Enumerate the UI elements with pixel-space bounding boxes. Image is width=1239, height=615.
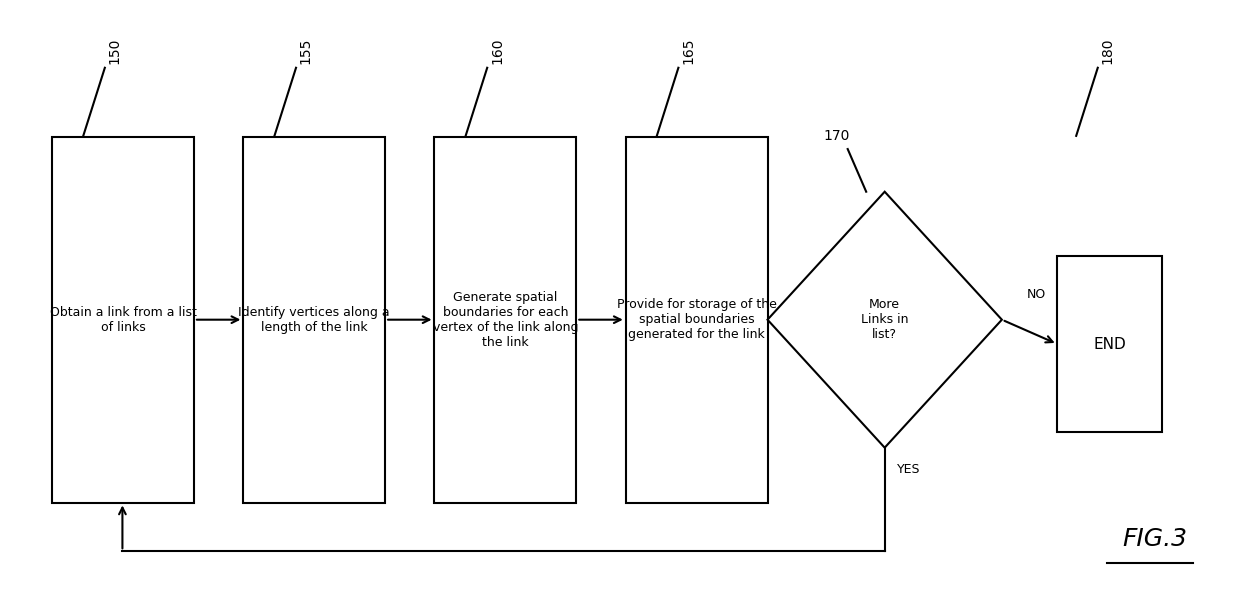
Text: Identify vertices along a
length of the link: Identify vertices along a length of the … [238, 306, 390, 334]
Text: NO: NO [1027, 288, 1046, 301]
Text: Generate spatial
boundaries for each
vertex of the link along
the link: Generate spatial boundaries for each ver… [432, 291, 579, 349]
Text: FIG.3: FIG.3 [1121, 527, 1187, 551]
Text: Obtain a link from a list
of links: Obtain a link from a list of links [50, 306, 197, 334]
Text: 180: 180 [1100, 38, 1115, 64]
Text: END: END [1094, 336, 1126, 352]
FancyBboxPatch shape [243, 137, 385, 502]
Polygon shape [767, 192, 1002, 448]
FancyBboxPatch shape [1057, 256, 1162, 432]
Text: Provide for storage of the
spatial boundaries
generated for the link: Provide for storage of the spatial bound… [617, 298, 777, 341]
Text: 170: 170 [823, 129, 850, 143]
Text: 150: 150 [108, 38, 121, 64]
Text: More
Links in
list?: More Links in list? [861, 298, 908, 341]
Text: 155: 155 [299, 38, 312, 64]
FancyBboxPatch shape [626, 137, 767, 502]
Text: YES: YES [897, 463, 921, 476]
FancyBboxPatch shape [435, 137, 576, 502]
Text: 165: 165 [681, 38, 695, 64]
Text: 160: 160 [489, 38, 504, 64]
FancyBboxPatch shape [52, 137, 195, 502]
